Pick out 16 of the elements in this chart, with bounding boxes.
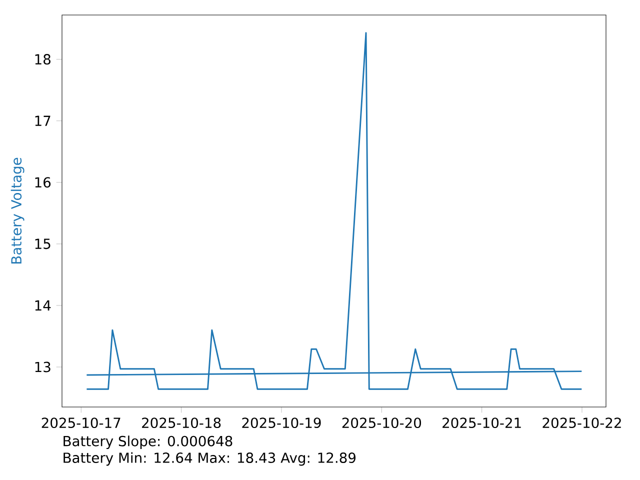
y-axis-title: Battery Voltage	[10, 158, 24, 264]
text: Battery Slope: 0.000648	[64, 436, 232, 450]
y-tick-label: 17	[35, 116, 50, 126]
x-tick-label: 2025-10-19	[242, 418, 321, 428]
x-tick-label: 2025-10-20	[342, 418, 422, 428]
x-tick-label: 2025-10-21	[442, 418, 521, 428]
text: Battery Min: 12.64 Max: 18.43 Avg: 12.89	[64, 452, 356, 466]
y-tick-label: 13	[35, 362, 50, 372]
line-series	[86, 32, 582, 390]
y-tick-label: 14	[35, 300, 51, 311]
x-tick-label: 2025-10-18	[142, 418, 221, 428]
y-tick-label: 16	[35, 177, 51, 188]
x-tick-label: 2025-10-17	[42, 418, 120, 428]
y-tick-label: 18	[35, 54, 50, 65]
y-tick-label: 15	[35, 238, 50, 250]
x-tick-label: 2025-10-22	[542, 418, 621, 428]
